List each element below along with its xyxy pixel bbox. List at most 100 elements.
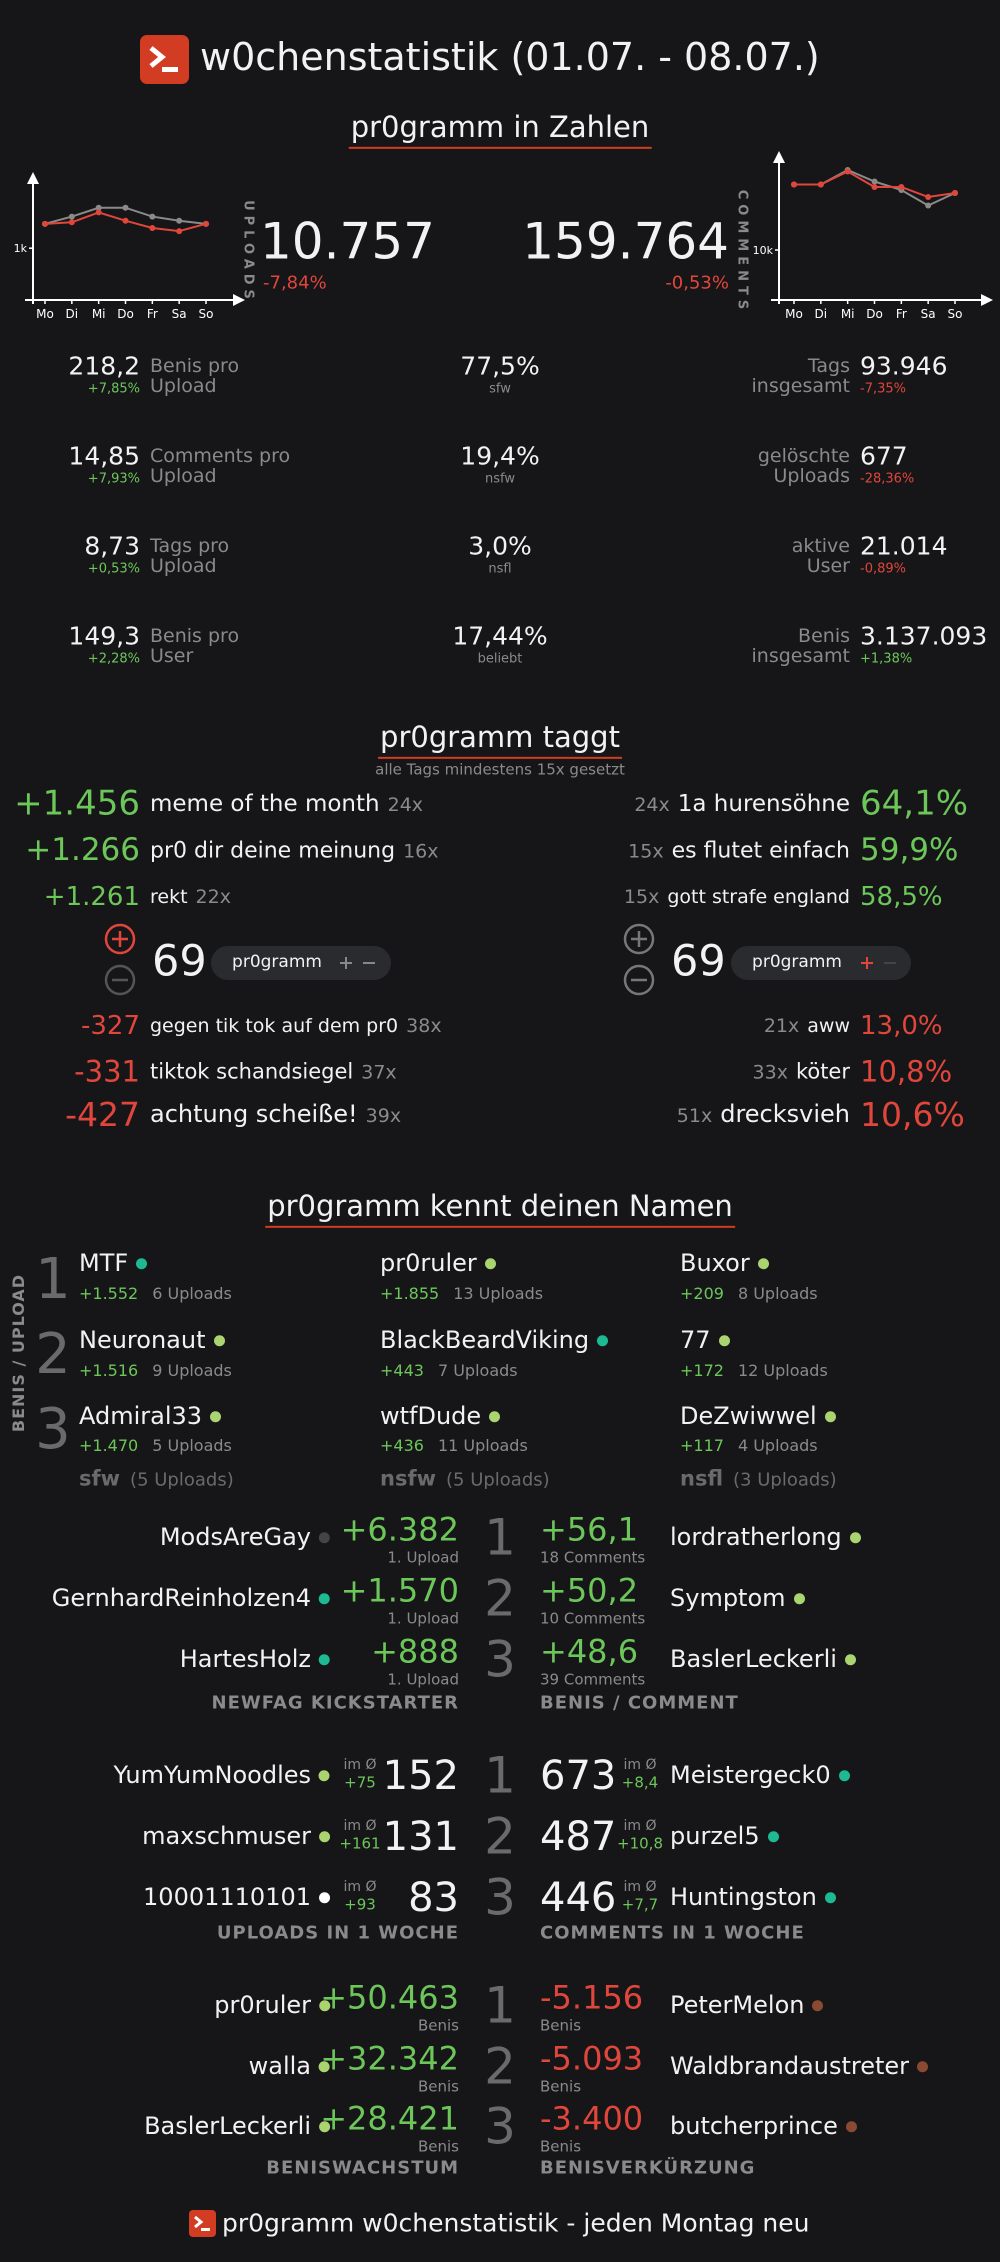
avg-label: im Ø (343, 1878, 377, 1895)
name: Buxor (680, 1249, 750, 1278)
change: -7,35% (860, 381, 906, 397)
status-dot (824, 1892, 836, 1904)
ranks: 3 (484, 2097, 516, 2156)
tag: achtung scheiße! (150, 1100, 358, 1129)
sub: 39 Comments (540, 1670, 646, 1689)
uploads: 8 Uploads (737, 1283, 818, 1303)
label: COMMENTS IN 1 WOCHE (540, 1922, 805, 1944)
unit: Benis (540, 2137, 582, 2156)
value: 8,73 (84, 531, 140, 561)
sub: 1. Upload (387, 1670, 459, 1689)
row: Admiral33 (79, 1403, 222, 1431)
label: User (806, 555, 850, 578)
ranks: 1 (484, 1976, 516, 2035)
value: 3.137.093 (860, 621, 988, 651)
x-tick-label: Mo (785, 307, 803, 321)
row: +117 4 Uploads (680, 1435, 818, 1455)
name: PeterMelon (670, 1991, 805, 2020)
row: sfw (5 Uploads) (79, 1467, 234, 1492)
count: 24x (387, 793, 424, 816)
score: -427 (65, 1095, 140, 1135)
x-tick-label: Mo (36, 307, 54, 321)
value: -5.093 (540, 2039, 644, 2078)
x-tick-label: Di (66, 307, 79, 321)
status-dot (824, 1411, 836, 1423)
mini-chart: 1k Mo Di Mi Do Fr Sa So (14, 172, 245, 321)
tag: rekt (150, 886, 188, 909)
count: 15x (628, 840, 664, 863)
row: Neuronaut (79, 1327, 225, 1355)
name: YumYumNoodles (113, 1761, 311, 1790)
percent: 13,0% (860, 1011, 943, 1042)
name: ModsAreGay (159, 1523, 311, 1552)
value: 14,85 (68, 441, 140, 471)
avg: +75 (344, 1773, 376, 1792)
value: 677 (860, 441, 908, 471)
avg: +161 (339, 1834, 381, 1853)
label: nsfl (680, 1466, 724, 1491)
row: pr0ruler (214, 1992, 330, 2020)
sub: 1. Upload (387, 1609, 459, 1628)
point (95, 204, 102, 211)
status-dot (319, 1654, 330, 1666)
label: NEWFAG KICKSTARTER (211, 1692, 459, 1714)
count: 24x (634, 793, 670, 816)
tag: köter (795, 1059, 850, 1084)
name: HartesHolz (179, 1645, 311, 1674)
label: nsfw (380, 1466, 436, 1491)
row: Symptom (670, 1585, 805, 1613)
x-tick-label: Fr (896, 307, 907, 321)
logo-icon (140, 35, 189, 84)
status-dot (210, 1411, 222, 1423)
percent: 58,5% (860, 882, 943, 913)
unit: Benis (417, 2137, 459, 2156)
ranks: 2 (484, 1569, 516, 1628)
avg: +93 (344, 1895, 376, 1914)
value: 131 (382, 1814, 459, 1860)
status-dot (319, 1532, 330, 1544)
benis: +209 (680, 1283, 724, 1303)
name: MTF (79, 1249, 129, 1278)
status-dot (597, 1335, 609, 1347)
change: -7,84% (263, 272, 327, 294)
label: COMMENTS (734, 189, 750, 315)
score: 69 (671, 936, 726, 987)
x-tick-label: Di (815, 307, 828, 321)
row: maxschmuser (142, 1823, 330, 1851)
name: pr0ruler (380, 1249, 477, 1278)
unit: Benis (540, 2016, 582, 2035)
value: 77,5% (460, 351, 540, 381)
value: 83 (408, 1875, 459, 1921)
name: purzel5 (670, 1822, 760, 1851)
name: lordratherlong (670, 1523, 842, 1552)
name: butcherprince (670, 2112, 838, 2141)
point (952, 190, 958, 196)
benis: +1.470 (79, 1435, 139, 1455)
axis-arrow (981, 294, 993, 306)
value: +56,1 (540, 1510, 639, 1549)
label: Tags pro (150, 535, 230, 558)
value: +1.570 (340, 1571, 459, 1610)
status-dot (136, 1258, 148, 1270)
row: YumYumNoodles (114, 1762, 330, 1790)
text: pr0gramm w0chenstatistik - jeden Montag … (222, 2208, 810, 2238)
label: UPLOADS (240, 200, 256, 304)
row: 51x drecksvieh (677, 1101, 850, 1129)
label: User (150, 645, 194, 668)
name: BaslerLeckerli (144, 2112, 311, 2141)
row: rekt 22x (150, 886, 231, 909)
status-dot (838, 1770, 850, 1782)
row: +1.552 6 Uploads (79, 1284, 232, 1303)
uploads: 5 Uploads (152, 1435, 232, 1455)
row: 15x es flutet einfach (628, 838, 850, 863)
status-dot (845, 2121, 857, 2133)
label: sfw (79, 1466, 121, 1491)
status-dot (319, 2121, 330, 2133)
label: Upload (150, 375, 217, 398)
uploads: 4 Uploads (737, 1435, 818, 1455)
y-tick-label: 10k (753, 244, 774, 257)
name: 77 (680, 1326, 711, 1355)
avg-label: im Ø (623, 1817, 657, 1834)
value: +32.342 (320, 2039, 459, 2078)
